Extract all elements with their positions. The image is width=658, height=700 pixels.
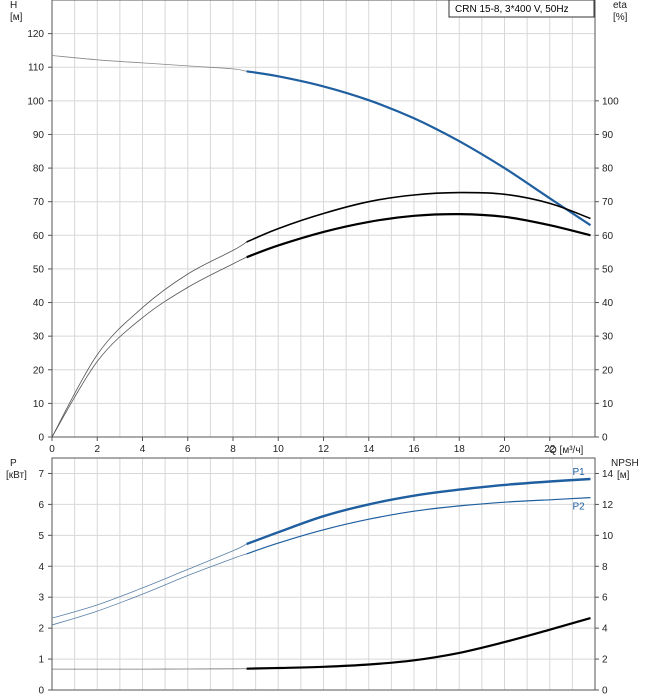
y-tick-label: 50 [602, 264, 614, 275]
y-tick-label: 90 [602, 130, 614, 141]
y-tick-label: 0 [602, 686, 608, 697]
y-tick-label: 40 [602, 298, 614, 309]
power-axis-label-line2: [кВт] [6, 470, 27, 481]
y-tick-label: 10 [602, 531, 614, 542]
y-tick-label: 12 [602, 500, 614, 511]
curve-eta-pump-extended [51, 241, 247, 438]
y-tick-label: 8 [602, 562, 608, 573]
x-tick-label: 12 [318, 444, 330, 455]
power-y-ticks: 0 1 2 3 4 5 6 7 [38, 469, 52, 697]
x-tick-label: 0 [49, 444, 55, 455]
power-grid [52, 458, 595, 690]
y-tick-label: 2 [602, 655, 608, 666]
npsh-y-ticks: 0 2 4 6 8 10 12 14 [595, 469, 614, 697]
y-tick-label: 10 [33, 399, 45, 410]
series-label-p1: P1 [572, 467, 585, 478]
x-tick-label: 10 [273, 444, 285, 455]
y-tick-label: 20 [33, 365, 45, 376]
y-tick-label: 4 [602, 624, 608, 635]
flow-axis-label: Q [м³/ч] [549, 445, 584, 456]
y-tick-label: 30 [602, 332, 614, 343]
y-tick-label: 7 [38, 469, 44, 480]
y-tick-label: 60 [33, 231, 45, 242]
curve-eta-total [246, 212, 591, 259]
y-tick-label: 4 [38, 562, 44, 573]
curve-eta-total-extended [51, 256, 247, 438]
power-npsh-curves: P1 P2 [51, 467, 591, 670]
head-axis-label-line2: [м] [10, 12, 23, 23]
y-tick-label: 80 [602, 164, 614, 175]
y-tick-label: 30 [33, 332, 45, 343]
curve-eta-pump [246, 191, 591, 243]
x-tick-label: 22 [544, 444, 556, 455]
chart-title: CRN 15-8, 3*400 V, 50Hz [455, 4, 569, 15]
legend-box [448, 0, 595, 18]
y-tick-label: 3 [38, 593, 44, 604]
y-tick-label: 70 [602, 197, 614, 208]
y-tick-label: 14 [602, 469, 614, 480]
y-tick-label: 0 [602, 433, 608, 444]
x-tick-label: 16 [408, 444, 420, 455]
curve-p1-extended [51, 543, 247, 619]
y-tick-label: 80 [33, 164, 45, 175]
series-label-p2: P2 [572, 502, 585, 513]
y-tick-label: 90 [33, 130, 45, 141]
y-tick-label: 60 [602, 231, 614, 242]
y-tick-label: 20 [602, 365, 614, 376]
curve-p2 [246, 497, 591, 555]
legend: CRN 15-8, 3*400 V, 50Hz [448, 0, 595, 18]
y-tick-label: 100 [602, 96, 619, 107]
eta-y-ticks: 0 10 20 30 40 50 60 70 80 90 100 [595, 96, 619, 444]
power-plot-frame [51, 457, 596, 691]
eta-axis-label-line1: eta [613, 0, 627, 11]
curve-p1 [246, 477, 591, 546]
y-tick-label: 120 [27, 29, 44, 40]
y-tick-label: 70 [33, 197, 45, 208]
curve-npsh [246, 617, 591, 670]
y-tick-label: 50 [33, 264, 45, 275]
npsh-axis-label-line2: [м] [617, 470, 630, 481]
flow-x-ticks: 0 2 4 6 8 10 12 14 16 18 20 22 [49, 437, 556, 455]
curve-H [246, 70, 592, 227]
y-tick-label: 5 [38, 531, 44, 542]
eta-axis-label-line2: [%] [613, 12, 628, 23]
x-tick-label: 14 [363, 444, 375, 455]
curve-p2-extended [51, 553, 247, 626]
y-tick-label: 10 [602, 399, 614, 410]
head-axis-label-line1: H [10, 0, 17, 11]
curve-H-extended [51, 55, 247, 72]
y-tick-label: 6 [602, 593, 608, 604]
y-tick-label: 0 [38, 433, 44, 444]
x-tick-label: 2 [94, 444, 100, 455]
x-tick-label: 4 [140, 444, 146, 455]
y-tick-label: 1 [38, 655, 44, 666]
x-tick-label: 6 [185, 444, 191, 455]
y-tick-label: 6 [38, 500, 44, 511]
y-tick-label: 40 [33, 298, 45, 309]
x-tick-label: 18 [454, 444, 466, 455]
x-tick-label: 8 [230, 444, 236, 455]
head-efficiency-curves [51, 55, 592, 438]
y-tick-label: 110 [28, 63, 44, 74]
y-tick-label: 0 [38, 686, 44, 697]
power-axis-label-line1: P [10, 458, 17, 469]
y-tick-label: 2 [38, 624, 44, 635]
npsh-axis-label-line1: NPSH [611, 458, 639, 469]
head-grid [52, 0, 595, 437]
y-tick-label: 100 [27, 96, 44, 107]
x-tick-label: 20 [499, 444, 511, 455]
head-y-ticks: 0 10 20 30 40 50 60 70 80 90 100 110 120 [27, 29, 52, 444]
